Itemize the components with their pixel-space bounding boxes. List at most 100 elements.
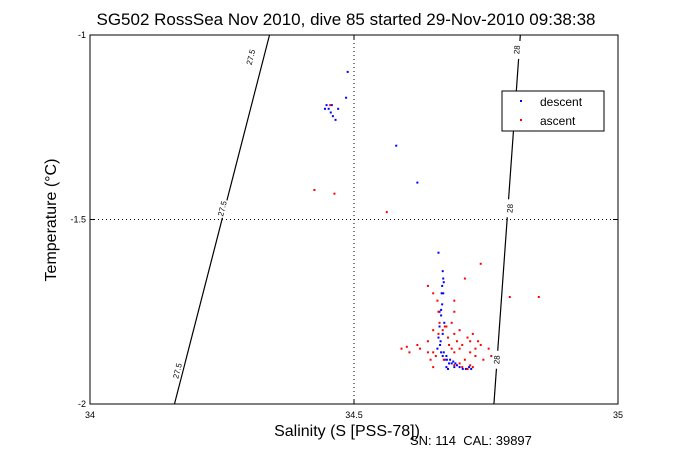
ascent-point-17	[453, 332, 456, 335]
ascent-point-28	[432, 351, 435, 354]
ascent-point-35	[482, 358, 485, 361]
descent-point-17	[440, 314, 443, 317]
descent-point-19	[437, 336, 440, 339]
ascent-point-29	[448, 343, 451, 346]
contour-label-0-0: 27.5	[245, 48, 258, 66]
descent-point-43	[449, 358, 452, 361]
descent-point-31	[464, 367, 467, 370]
serial-calibration-footer: SN: 114 CAL: 39897	[410, 433, 532, 448]
descent-point-30	[461, 367, 464, 370]
descent-point-12	[437, 251, 440, 254]
ascent-point-34	[490, 355, 493, 358]
contour-label-1-1: 28	[505, 203, 515, 213]
ascent-point-43	[453, 364, 456, 367]
contour-label-0-1: 27.5	[216, 199, 229, 217]
ascent-point-33	[487, 347, 490, 350]
descent-point-4	[331, 115, 334, 118]
legend-marker-ascent	[520, 119, 522, 121]
ascent-point-22	[426, 340, 429, 343]
descent-point-9	[330, 104, 333, 107]
ascent-point-0	[313, 188, 316, 191]
contour-label-1-2: 28	[492, 354, 502, 364]
ascent-point-49	[450, 321, 453, 324]
descent-point-45	[454, 362, 457, 365]
descent-point-29	[458, 366, 461, 369]
ascent-point-16	[445, 325, 448, 328]
descent-point-2	[327, 107, 330, 110]
legend-label-ascent: ascent	[540, 114, 576, 128]
ascent-point-24	[405, 345, 408, 348]
descent-point-24	[445, 358, 448, 361]
ascent-point-15	[441, 329, 444, 332]
descent-point-7	[345, 96, 348, 99]
y-axis-label: Temperature (°C)	[43, 159, 60, 282]
ascent-point-44	[442, 358, 445, 361]
ascent-point-57	[446, 336, 449, 339]
descent-point-33	[470, 367, 473, 370]
descent-point-47	[441, 284, 444, 287]
ascent-point-9	[537, 295, 540, 298]
grid-lines	[90, 35, 618, 404]
ascent-point-38	[458, 362, 461, 365]
ascent-point-26	[408, 351, 411, 354]
ascent-point-1	[333, 192, 336, 195]
ascent-point-18	[458, 329, 461, 332]
ascent-point-12	[436, 299, 439, 302]
descent-point-28	[455, 364, 458, 367]
descent-point-21	[440, 351, 443, 354]
descent-point-5	[334, 118, 337, 121]
descent-point-22	[441, 355, 444, 358]
ascent-point-41	[466, 367, 469, 370]
ascent-point-45	[434, 355, 437, 358]
descent-point-13	[441, 270, 444, 273]
ascent-point-21	[477, 340, 480, 343]
descent-point-8	[323, 107, 326, 110]
descent-point-10	[395, 144, 398, 147]
descent-point-6	[337, 107, 340, 110]
ascent-point-31	[469, 351, 472, 354]
x-tick-label-0: 34	[85, 410, 95, 420]
ascent-point-3	[385, 211, 388, 214]
descent-point-16	[441, 303, 444, 306]
ascent-point-6	[453, 299, 456, 302]
descent-point-39	[439, 340, 442, 343]
descent-point-37	[438, 310, 441, 313]
descent-point-49	[443, 321, 446, 324]
ascent-point-7	[453, 310, 456, 313]
ascent-point-4	[479, 262, 482, 265]
ascent-point-13	[437, 310, 440, 313]
contour-label-bg-1-2	[492, 350, 503, 370]
ascent-point-58	[453, 351, 456, 354]
ascent-point-20	[471, 332, 474, 335]
legend: descent ascent	[501, 90, 605, 132]
ascent-point-47	[432, 366, 435, 369]
x-axis-label: Salinity (S [PSS-78])	[274, 423, 420, 440]
ascent-point-11	[432, 292, 435, 295]
contour-label-bg-0-0	[245, 47, 258, 68]
legend-box	[501, 90, 605, 132]
ascent-point-19	[466, 336, 469, 339]
descent-point-36	[440, 308, 443, 311]
ascent-point-2	[329, 104, 332, 107]
descent-point-32	[468, 366, 471, 369]
descent-point-20	[439, 343, 442, 346]
descent-point-14	[442, 281, 445, 284]
descent-point-42	[445, 355, 448, 358]
descent-point-1	[325, 104, 328, 107]
ascent-point-46	[429, 358, 432, 361]
ascent-point-42	[461, 366, 464, 369]
contour-label-0-2: 27.5	[171, 362, 184, 380]
contour-label-1-0: 28	[512, 44, 522, 54]
contour-label-bg-0-2	[171, 361, 185, 381]
legend-label-descent: descent	[540, 95, 583, 109]
descent-point-46	[440, 292, 443, 295]
ascent-point-51	[455, 340, 458, 343]
ascent-point-40	[471, 366, 474, 369]
ascent-point-56	[432, 329, 435, 332]
y-tick-label-1: -1.5	[70, 215, 86, 225]
descent-point-34	[445, 366, 448, 369]
descent-point-26	[450, 362, 453, 365]
ascent-point-59	[474, 347, 477, 350]
descent-point-25	[448, 362, 451, 365]
